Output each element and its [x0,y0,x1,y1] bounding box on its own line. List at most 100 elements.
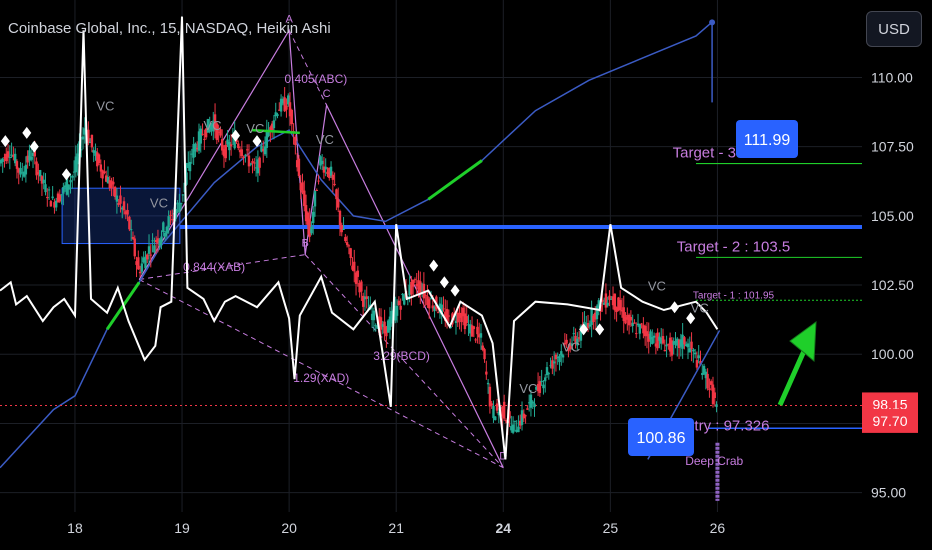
candle-body [245,149,249,151]
candle-body [560,351,563,356]
candle-body [486,382,490,385]
candle-body [353,261,356,272]
candle-body [610,298,613,300]
candle-body [699,361,702,365]
candle-body [331,174,335,180]
target-1-label: Target - 1 : 101.95 [693,290,775,301]
candle-body [96,152,99,167]
green-trend-segment [427,159,483,201]
candle-body [370,313,374,321]
candle-body [545,367,549,376]
vc-label: VC [316,132,334,147]
candle-body [495,403,499,411]
candle-body [465,316,468,324]
candle-body [381,324,385,327]
candle-body [49,201,53,207]
harmonic-pattern-legs [138,28,504,468]
candle-body [595,305,599,320]
candle-body [256,159,260,174]
candle-body [103,171,106,174]
candle-body [577,337,581,339]
candle-body [53,202,56,208]
candle-body [460,312,463,323]
y-tick-label: 105.00 [871,208,914,224]
candle-body [654,343,658,347]
candle-body [129,229,133,231]
candle-body [222,148,226,157]
candle-body [467,324,470,326]
candle-body [552,361,556,364]
y-tick-label: 95.00 [871,485,906,501]
candle-body [149,254,153,256]
candle-body [71,176,74,178]
candle-body [147,246,151,254]
candle-body [297,158,301,176]
candle-body [115,195,119,202]
harmonic-point-label: A [285,13,293,25]
candle-body [122,201,126,211]
vc-label: VC [203,118,221,133]
candle-body [199,128,202,144]
blue-trend-curve [0,21,713,469]
candle-body [35,161,38,176]
signal-diamond [231,129,241,142]
candle-body [65,178,69,195]
candle-body [685,344,688,346]
candle-body [497,411,501,416]
callout-top-dot [709,19,716,26]
candle-body [565,339,568,344]
candle-body [713,392,716,399]
candle-body [112,181,115,185]
candle-body [163,232,167,237]
candle-body [513,420,517,422]
candle-body [224,144,227,159]
candle-body [354,272,358,284]
candle-body [171,219,174,221]
candle-body [361,295,365,307]
candle-body [328,167,331,178]
candle-body [670,340,674,356]
candle-body [626,314,629,320]
candle-body [137,257,140,270]
candle-body [253,162,256,164]
candle-body [688,348,691,353]
candle-body [6,151,10,158]
signal-diamond [439,276,449,289]
signal-diamond [429,259,439,272]
candle-body [324,166,327,170]
x-tick-label: 20 [281,520,297,536]
candle-body [265,129,269,148]
candle-body [67,184,70,190]
candle-body [606,302,609,306]
candle-body [46,197,49,199]
candle-body [194,143,197,152]
candle-body [329,166,333,176]
candle-body [631,322,634,327]
candle-body [494,416,497,421]
entry-label: Entry : 97.326 [676,417,769,434]
candle-body [519,420,522,426]
candle-body [154,239,158,243]
candle-body [294,136,297,146]
candle-body [385,326,388,337]
candle-body [658,336,661,341]
candle-body [219,129,222,136]
candle-body [126,209,129,215]
candle-body [649,331,652,340]
y-tick-label: 100.00 [871,346,914,362]
currency-button[interactable]: USD [866,11,922,47]
candle-body [593,312,597,320]
candle-body [433,307,436,312]
candle-body [60,194,63,196]
candle-body [333,183,336,185]
candle-body [488,386,492,407]
signal-diamond [686,312,696,325]
candle-body [567,347,570,351]
candle-body [233,133,236,149]
candle-body [572,333,575,335]
candle-body [26,155,29,163]
candle-body [81,136,85,140]
candle-body [660,337,663,344]
candle-body [3,157,6,159]
